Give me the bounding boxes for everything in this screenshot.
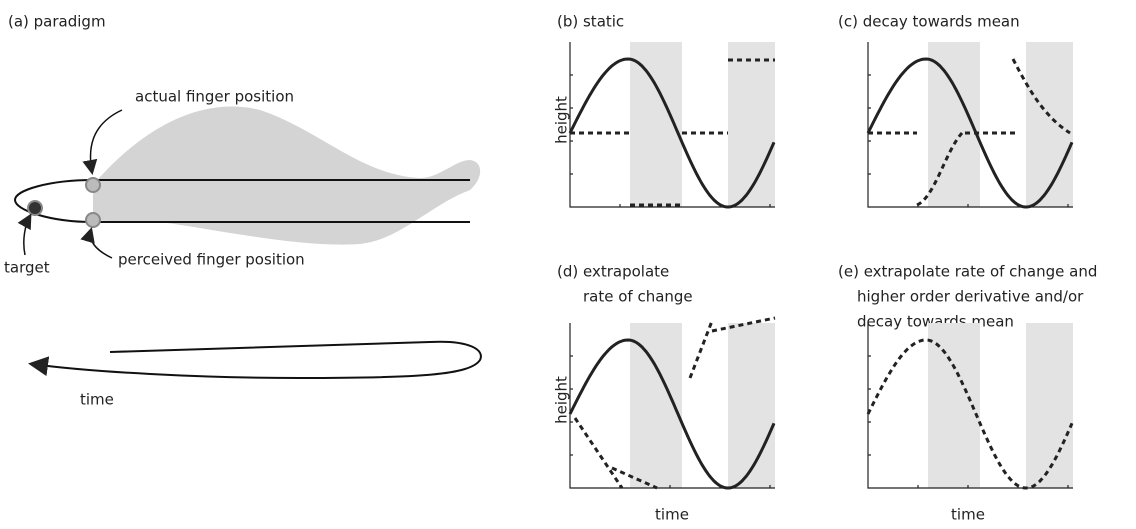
arrow <box>90 230 112 258</box>
band <box>728 42 775 207</box>
time-arrow <box>32 342 481 378</box>
panel-title: rate of change <box>583 288 693 306</box>
y-label: height <box>553 376 571 424</box>
band <box>1026 42 1073 207</box>
annotation: target <box>4 259 50 277</box>
annotation: actual finger position <box>135 88 294 106</box>
panel-title: (e) extrapolate rate of change and <box>838 263 1097 281</box>
x-label: time <box>655 506 689 524</box>
y-label: height <box>553 96 571 144</box>
grey-shape <box>93 107 480 245</box>
annotation: time <box>80 391 114 409</box>
panel-title: (c) decay towards mean <box>838 13 1020 31</box>
panel-title: (b) static <box>557 13 624 31</box>
band <box>1026 323 1073 488</box>
panel-a: (a) paradigm actual finger position targ… <box>4 13 481 409</box>
x-label: time <box>951 506 985 524</box>
target-dot <box>28 201 42 215</box>
panel-title: (d) extrapolate <box>557 263 669 281</box>
figure: (a) paradigm actual finger position targ… <box>0 0 1136 525</box>
perceived-dot <box>86 213 100 227</box>
actual-dot <box>86 178 100 192</box>
panel-title: (a) paradigm <box>8 13 106 31</box>
arrow <box>24 216 30 255</box>
prediction <box>575 418 622 488</box>
annotation: perceived finger position <box>118 251 305 269</box>
panel-title: higher order derivative and/or <box>857 288 1084 306</box>
prediction <box>690 321 712 378</box>
band <box>728 323 775 488</box>
